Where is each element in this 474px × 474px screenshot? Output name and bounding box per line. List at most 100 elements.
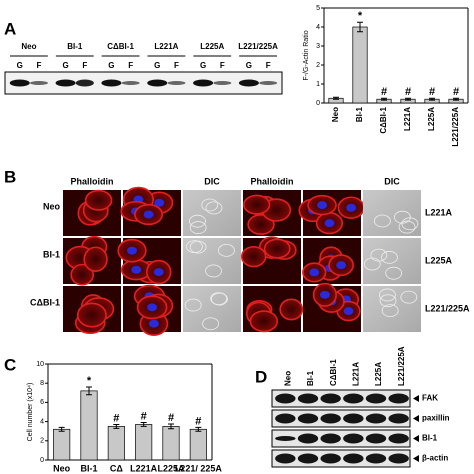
significance-marker: # <box>113 412 119 424</box>
significance-marker: # <box>141 410 147 422</box>
cell <box>202 317 220 331</box>
band-label: β-actin <box>422 454 448 463</box>
y-tick-label: 4 <box>40 418 44 425</box>
x-tick-label: BI-1 <box>355 106 364 122</box>
band <box>320 433 341 444</box>
fraction-label: G <box>108 61 114 70</box>
y-tick-label: 1 <box>316 81 320 88</box>
band <box>213 81 232 85</box>
band <box>365 393 387 404</box>
cell <box>398 220 416 234</box>
cell <box>205 264 222 278</box>
column-header: Phalloidin <box>250 176 293 186</box>
band <box>75 79 94 87</box>
cell <box>373 214 391 228</box>
fraction-label: G <box>62 61 68 70</box>
cell <box>401 217 419 231</box>
fraction-label: G <box>246 61 252 70</box>
lane-label: CΔBI-1 <box>107 42 134 51</box>
micrograph <box>183 238 241 284</box>
micrograph <box>240 236 301 284</box>
nucleus <box>147 303 158 312</box>
error-bar <box>357 21 363 33</box>
band <box>259 81 278 85</box>
x-tick-label: L225A <box>157 463 185 473</box>
cell <box>205 201 223 215</box>
error-bar <box>86 386 92 396</box>
fraction-label: F <box>128 61 133 70</box>
x-tick-label: L221/ 225A <box>175 463 223 473</box>
row-label: Neo <box>43 201 61 211</box>
band <box>167 81 186 85</box>
band <box>9 79 30 87</box>
micrograph <box>363 286 421 332</box>
image-bg <box>363 190 421 236</box>
error-bar <box>113 423 120 429</box>
band <box>365 453 387 464</box>
band <box>343 453 364 464</box>
band <box>343 413 364 424</box>
arrow <box>413 415 419 422</box>
error-bar <box>381 97 387 101</box>
band <box>30 81 48 85</box>
x-tick-label: CΔ <box>110 463 123 473</box>
nucleus <box>336 261 347 270</box>
error-bar <box>58 426 65 432</box>
error-bar <box>140 422 147 427</box>
cell <box>379 294 397 308</box>
cell <box>70 263 95 286</box>
significance-marker: # <box>195 415 201 427</box>
panel-label: B <box>4 167 16 186</box>
band <box>388 393 409 404</box>
band <box>55 79 76 87</box>
lane-label: L225A <box>200 42 224 51</box>
nucleus <box>127 246 138 255</box>
cell <box>393 210 411 224</box>
nucleus <box>131 265 142 274</box>
band <box>121 81 140 85</box>
y-tick-label: 4 <box>316 24 320 31</box>
band-label: paxillin <box>422 414 450 423</box>
panel-label: D <box>255 367 267 386</box>
nucleus <box>319 290 330 299</box>
fraction-label: F <box>82 61 87 70</box>
column-header: DIC <box>384 176 400 186</box>
significance-marker: # <box>168 412 174 424</box>
row-label: L221A <box>425 207 453 217</box>
fraction-label: F <box>174 61 179 70</box>
image-bg <box>183 286 241 332</box>
y-tick-label: 3 <box>316 43 320 50</box>
micrograph <box>123 284 181 336</box>
fraction-label: G <box>17 61 23 70</box>
lane-label: L221/225A <box>397 346 406 386</box>
bar <box>80 390 98 461</box>
band <box>275 453 296 464</box>
y-axis-label: Cell number (x10⁴) <box>27 383 34 442</box>
nucleus <box>343 307 354 316</box>
cell <box>189 214 206 228</box>
cell <box>84 189 113 211</box>
bar <box>189 428 207 461</box>
significance-marker: * <box>358 10 363 22</box>
micrograph <box>63 235 121 286</box>
band <box>275 436 296 441</box>
micrograph <box>183 286 241 332</box>
y-tick-label: 2 <box>40 438 44 445</box>
significance-marker: # <box>405 86 411 98</box>
fraction-label: G <box>200 61 206 70</box>
lane-label: L221/225A <box>238 42 278 51</box>
significance-marker: # <box>381 86 387 98</box>
column-header: Phalloidin <box>70 176 113 186</box>
nucleus <box>143 210 154 219</box>
cell <box>211 292 228 306</box>
cell <box>210 292 228 306</box>
nucleus <box>154 198 165 207</box>
nucleus <box>148 319 159 328</box>
band <box>320 453 341 464</box>
micrograph <box>243 286 304 333</box>
micrograph <box>298 190 365 236</box>
cell <box>243 194 271 215</box>
y-tick-label: 8 <box>40 380 44 387</box>
band-label: BI-1 <box>422 434 438 443</box>
x-tick-label: Neo <box>331 107 340 122</box>
